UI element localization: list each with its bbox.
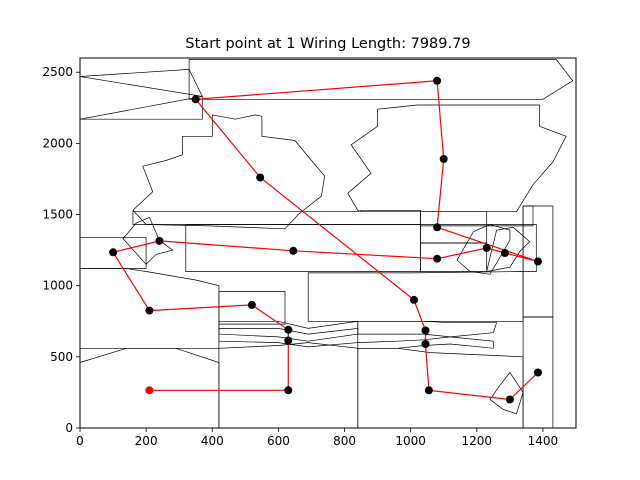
route-point-1 (284, 386, 293, 395)
route-point-23 (534, 368, 542, 377)
y-tick-label: 2500 (42, 65, 73, 79)
route-point-15 (433, 76, 442, 85)
route-point-17 (256, 173, 265, 182)
x-tick-label: 0 (76, 434, 84, 448)
outline-polygon-17 (218, 291, 286, 325)
route-point-4 (247, 300, 256, 309)
start-point-marker (145, 386, 154, 395)
x-tick-label: 800 (333, 434, 356, 448)
outline-polygon-26 (489, 371, 524, 415)
x-axis: 0 200 400 600 800 1000 1200 1400 (76, 428, 558, 448)
outline-polygon-5 (347, 104, 567, 213)
route-point-19 (421, 326, 430, 335)
route-point-5 (145, 306, 154, 315)
route-point-9 (433, 254, 442, 263)
outline-polygon-4 (132, 114, 326, 230)
route-point-7 (155, 236, 164, 245)
y-tick-label: 2000 (42, 136, 73, 150)
route-point-2 (284, 336, 293, 345)
points-layer (109, 76, 542, 404)
x-tick-label: 400 (201, 434, 224, 448)
x-tick-label: 1400 (528, 434, 559, 448)
outline-polygon-13 (456, 224, 511, 275)
route-point-21 (424, 386, 433, 395)
route-point-12 (534, 257, 542, 266)
y-tick-label: 0 (65, 421, 73, 435)
route-point-18 (410, 295, 418, 304)
y-tick-label: 1000 (42, 279, 73, 293)
route-point-10 (482, 244, 491, 252)
route-point-6 (109, 248, 118, 257)
route-point-3 (284, 325, 293, 334)
x-tick-label: 1000 (395, 434, 426, 448)
route-point-22 (505, 395, 514, 404)
route-point-16 (191, 95, 200, 104)
plot-frame (79, 57, 577, 429)
y-axis: 0 500 1000 1500 2000 2500 (42, 65, 80, 435)
route-point-8 (289, 246, 298, 255)
x-tick-label: 200 (135, 434, 158, 448)
route-point-20 (421, 340, 430, 348)
x-tick-label: 1200 (462, 434, 493, 448)
chart-title: Start point at 1 Wiring Length: 7989.79 (185, 36, 470, 52)
outline-polygon-14 (486, 226, 531, 272)
route-point-14 (439, 155, 448, 163)
route-point-11 (500, 249, 509, 257)
outline-polygon-21 (357, 320, 498, 338)
route-point-13 (433, 223, 442, 232)
y-tick-label: 1500 (42, 208, 73, 222)
outline-polygon-3 (188, 59, 574, 100)
outline-polygon-18 (307, 271, 524, 322)
x-tick-label: 600 (267, 434, 290, 448)
outline-polygon-9 (132, 205, 537, 272)
y-tick-label: 500 (50, 350, 73, 364)
